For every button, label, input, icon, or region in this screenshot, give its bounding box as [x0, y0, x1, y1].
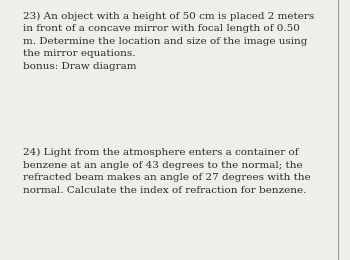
- Text: 24) Light from the atmosphere enters a container of
benzene at an angle of 43 de: 24) Light from the atmosphere enters a c…: [23, 148, 310, 195]
- Text: 23) An object with a height of 50 cm is placed 2 meters
in front of a concave mi: 23) An object with a height of 50 cm is …: [23, 12, 314, 71]
